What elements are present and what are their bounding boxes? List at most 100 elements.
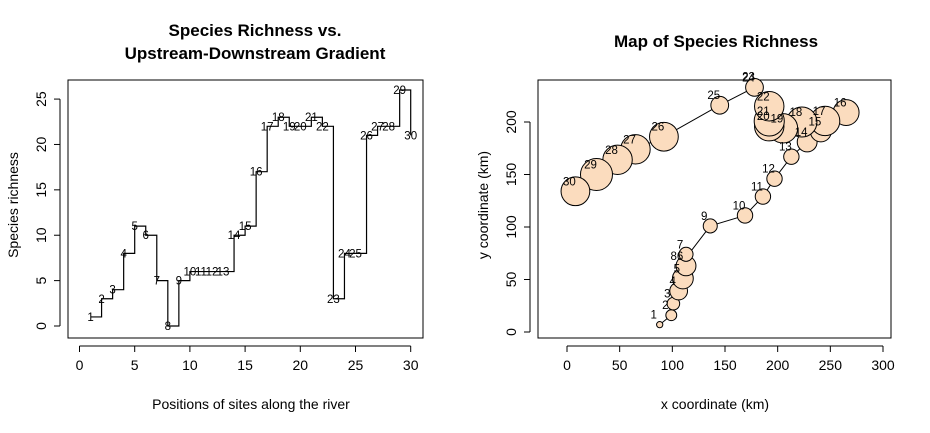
site-label: 13 xyxy=(779,142,792,154)
site-label: 7 xyxy=(677,239,683,251)
site-label: 11 xyxy=(195,267,207,279)
site-label: 17 xyxy=(813,106,826,118)
site-label: 29 xyxy=(393,85,406,97)
site-label: 13 xyxy=(217,267,230,279)
site-label: 30 xyxy=(563,176,576,188)
site-label: 19 xyxy=(283,121,296,133)
site-label: 12 xyxy=(762,164,775,176)
right-y-tick-label: 200 xyxy=(503,110,519,134)
site-label: 9 xyxy=(701,211,707,223)
site-label: 19 xyxy=(771,113,784,125)
left-title-line-2: Upstream-Downstream Gradient xyxy=(125,44,386,63)
site-label: 2 xyxy=(662,300,668,312)
left-x-tick-label: 0 xyxy=(76,357,84,373)
site-label: 25 xyxy=(349,248,362,260)
left-y-tick-label: 20 xyxy=(33,136,49,152)
site-label: 23 xyxy=(742,71,755,83)
site-label: 11 xyxy=(751,182,763,194)
site-bubble xyxy=(560,176,591,207)
right-x-axis-label: x coordinate (km) xyxy=(661,396,769,412)
site-label: 1 xyxy=(650,310,656,322)
site-label: 20 xyxy=(757,111,770,123)
site-bubble xyxy=(678,246,694,262)
right-x-tick-label: 0 xyxy=(563,357,571,373)
site-label: 9 xyxy=(176,276,182,288)
site-bubble xyxy=(783,148,800,165)
site-label: 26 xyxy=(652,122,665,134)
left-marks: 0 5 10 15 20 25 300510152025123456789101112131… xyxy=(33,85,419,373)
site-label: 24 xyxy=(338,248,351,260)
site-label: 8 xyxy=(671,251,677,263)
site-label: 5 xyxy=(131,221,137,233)
site-bubble xyxy=(745,77,764,97)
site-label: 8 xyxy=(165,321,171,333)
right-x-tick-label: 250 xyxy=(819,357,843,373)
right-y-tick-label: 0 xyxy=(503,328,519,336)
site-label: 4 xyxy=(120,248,127,260)
site-label: 21 xyxy=(757,106,770,118)
left-x-tick-label: 10 xyxy=(182,357,198,373)
site-bubble xyxy=(702,218,718,234)
right-y-tick-label: 50 xyxy=(503,272,519,288)
right-panel: Map of Species Richness 0 50 100 150 200 250 3… xyxy=(475,32,895,412)
left-x-tick-label: 5 xyxy=(131,357,139,373)
site-label: 29 xyxy=(584,160,597,172)
site-label: 18 xyxy=(272,112,285,124)
left-x-axis-label: Positions of sites along the river xyxy=(152,396,350,412)
left-y-tick-label: 10 xyxy=(33,227,49,243)
site-label: 1 xyxy=(87,312,93,324)
left-panel: Species Richness vs. Upstream-Downstream… xyxy=(5,21,424,412)
site-label: 15 xyxy=(239,221,252,233)
site-label: 14 xyxy=(795,127,808,139)
site-label: 16 xyxy=(834,98,847,110)
site-label: 15 xyxy=(808,116,821,128)
right-x-tick-label: 50 xyxy=(612,357,628,373)
site-label: 30 xyxy=(404,130,417,142)
site-label: 18 xyxy=(789,107,802,119)
site-label: 7 xyxy=(154,276,160,288)
left-title-line-1: Species Richness vs. xyxy=(169,21,342,40)
site-label: 5 xyxy=(674,263,680,275)
left-x-tick-label: 25 xyxy=(348,357,364,373)
site-label: 6 xyxy=(677,251,683,263)
right-x-tick-label: 200 xyxy=(766,357,790,373)
left-x-tick-label: 30 xyxy=(403,357,419,373)
site-label: 25 xyxy=(707,90,720,102)
left-y-tick-label: 25 xyxy=(33,91,49,107)
site-label: 2 xyxy=(98,294,104,306)
site-label: 17 xyxy=(261,121,274,133)
right-x-tick-label: 100 xyxy=(661,357,685,373)
site-bubble xyxy=(710,95,730,115)
site-label: 26 xyxy=(360,130,373,142)
left-x-tick-label: 15 xyxy=(237,357,253,373)
left-y-tick-label: 0 xyxy=(33,322,49,330)
site-label: 10 xyxy=(733,200,746,212)
site-label: 22 xyxy=(316,121,329,133)
left-x-tick-label: 20 xyxy=(293,357,309,373)
right-title: Map of Species Richness xyxy=(614,32,818,51)
left-y-tick-label: 5 xyxy=(33,277,49,285)
site-label: 27 xyxy=(623,134,636,146)
site-label: 12 xyxy=(206,267,219,279)
left-y-tick-label: 15 xyxy=(33,182,49,198)
right-y-tick-label: 150 xyxy=(503,163,519,187)
site-bubble xyxy=(736,207,754,224)
right-y-tick-label: 100 xyxy=(503,215,519,239)
right-y-axis-label: y coordinate (km) xyxy=(475,151,491,259)
site-label: 14 xyxy=(228,230,241,242)
right-marks: 0 50 100 150 200 250 3000501001502001234567891… xyxy=(503,71,895,373)
left-plot-frame xyxy=(67,79,424,339)
site-label: 16 xyxy=(250,167,263,179)
site-bubble xyxy=(754,91,785,122)
left-y-axis-label: Species richness xyxy=(5,152,21,258)
site-label: 27 xyxy=(371,121,384,133)
site-label: 21 xyxy=(305,112,318,124)
site-label: 28 xyxy=(382,121,395,133)
right-x-tick-label: 300 xyxy=(871,357,895,373)
site-bubble xyxy=(754,188,772,205)
site-label: 6 xyxy=(143,230,149,242)
site-label: 20 xyxy=(294,121,307,133)
site-label: 24 xyxy=(742,72,755,84)
site-label: 28 xyxy=(605,145,618,157)
